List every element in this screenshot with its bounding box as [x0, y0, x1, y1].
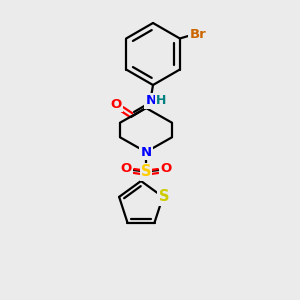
Text: S: S — [159, 189, 169, 204]
Text: Br: Br — [190, 28, 206, 41]
Text: N: N — [146, 94, 157, 107]
Text: O: O — [120, 163, 132, 176]
Text: S: S — [141, 164, 151, 179]
Text: O: O — [160, 163, 172, 176]
Text: N: N — [140, 146, 152, 158]
Text: H: H — [156, 94, 166, 107]
Text: O: O — [110, 98, 122, 110]
